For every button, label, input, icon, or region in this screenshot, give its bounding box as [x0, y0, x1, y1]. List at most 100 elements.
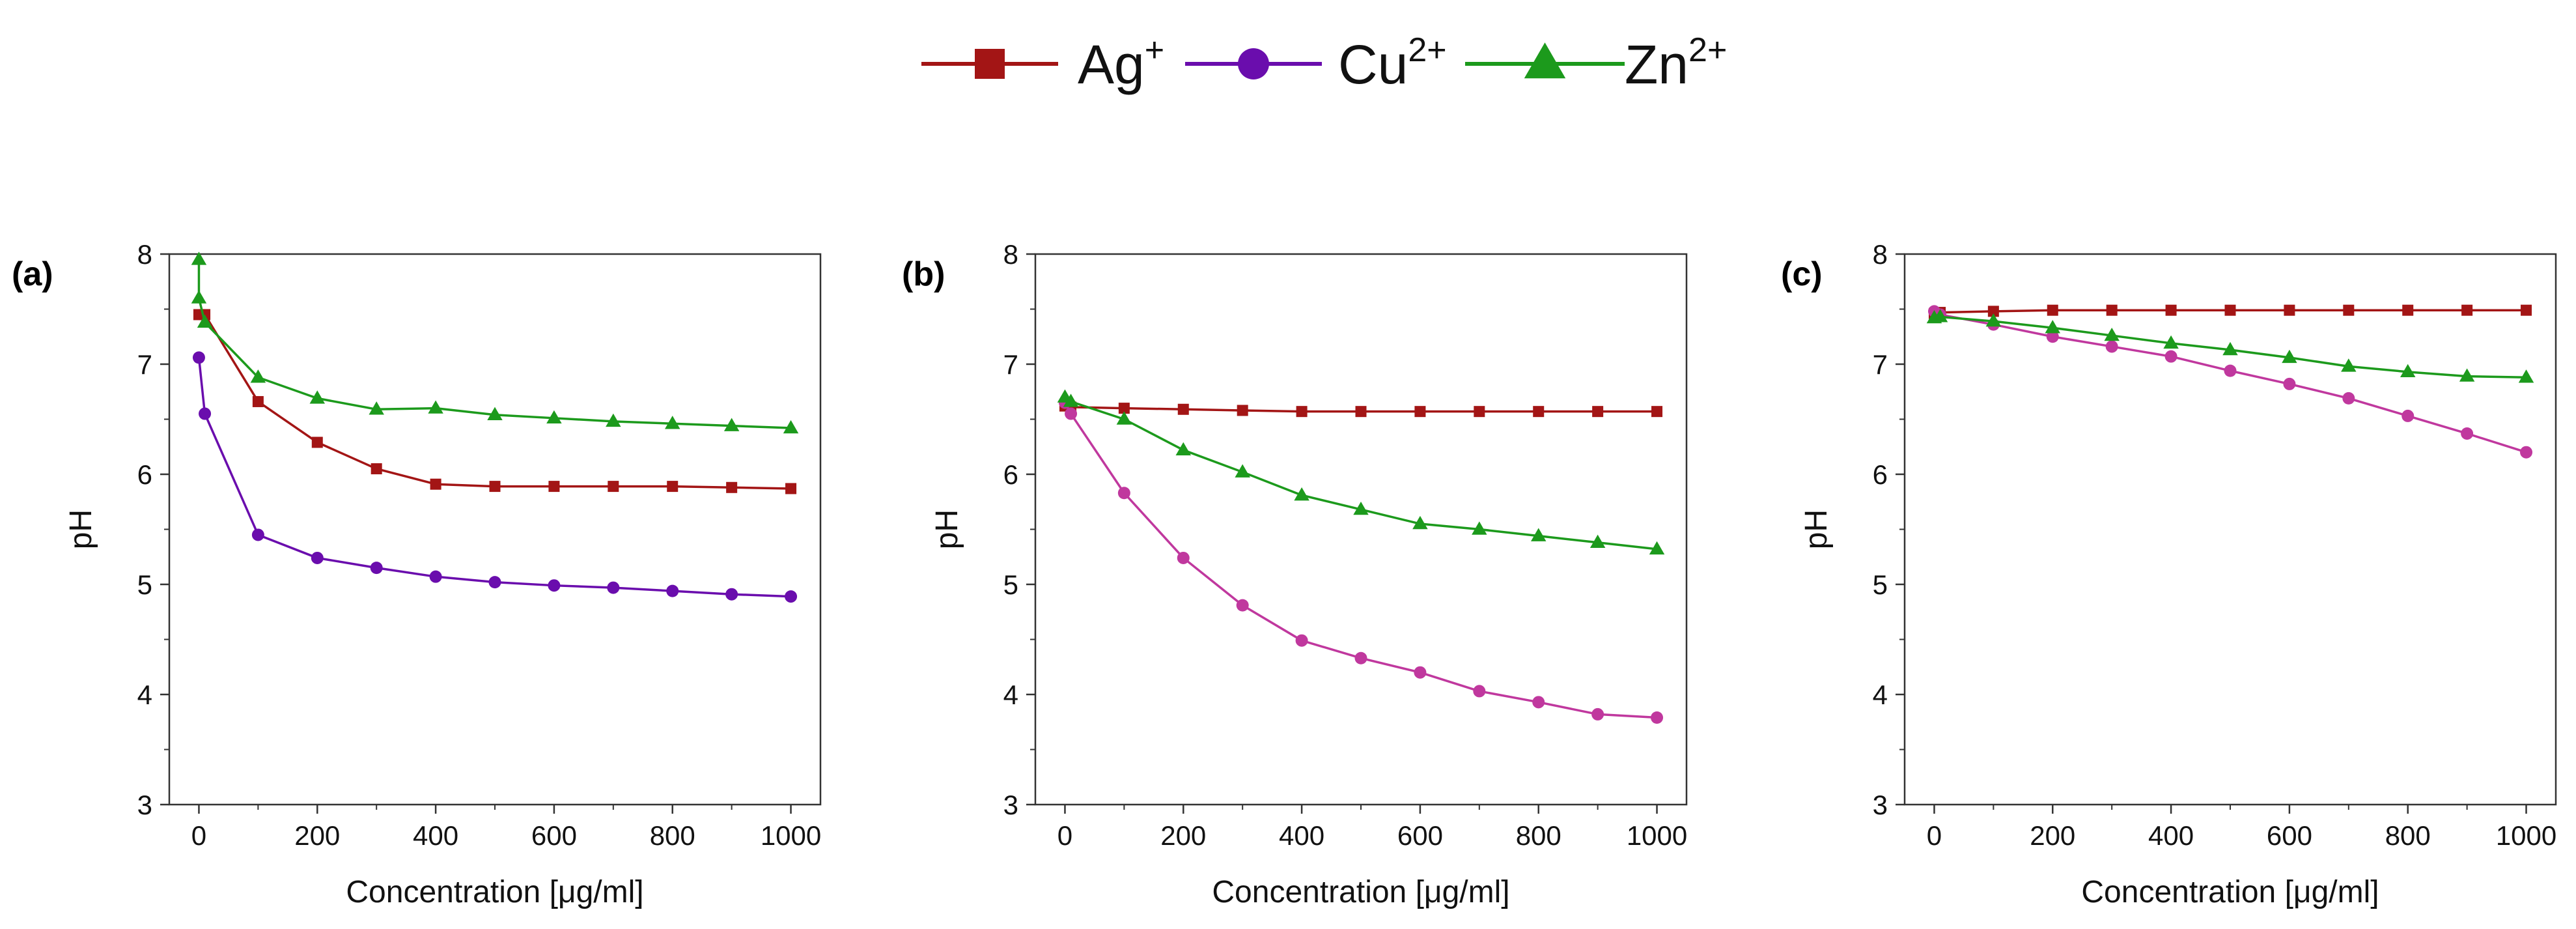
y-tick-label: 5: [1003, 569, 1018, 600]
data-point: [489, 481, 501, 493]
legend-marker-triangle: [1524, 42, 1566, 79]
y-axis-title: pH: [64, 509, 98, 549]
series-line: [1934, 315, 2527, 379]
data-point: [1473, 685, 1486, 698]
x-tick-label: 400: [413, 820, 458, 851]
series-line: [199, 313, 791, 490]
x-tick-label: 600: [2267, 820, 2312, 851]
series-zn2: [191, 251, 799, 434]
data-point: [1987, 306, 1999, 317]
x-axis-title: Concentration [μg/ml]: [2081, 875, 2379, 909]
y-tick-label: 3: [137, 790, 152, 820]
data-point: [2164, 350, 2177, 363]
plot-frame: [168, 253, 822, 806]
x-tick-label: 600: [1397, 820, 1443, 851]
series-ag: [1059, 400, 1663, 418]
panels: (a)0 200 400 600 800 1000345678Concentration …: [12, 239, 2556, 909]
x-axis-title: Concentration [μg/ml]: [1212, 875, 1509, 909]
series-line: [1933, 310, 2527, 453]
y-tick-label: 8: [1003, 239, 1018, 270]
data-point: [1592, 406, 1604, 418]
series-ag: [193, 309, 797, 494]
data-point: [2521, 304, 2532, 316]
plot-frame: [1903, 253, 2557, 806]
data-point: [546, 410, 562, 424]
data-point: [197, 314, 213, 328]
data-point: [2341, 358, 2357, 372]
y-tick-label: 5: [137, 569, 152, 600]
data-point: [1295, 634, 1308, 647]
data-point: [1412, 515, 1428, 530]
data-point: [548, 579, 561, 592]
y-tick-label: 7: [1003, 349, 1018, 380]
data-point: [725, 588, 738, 601]
series-line: [1063, 402, 1657, 719]
data-point: [1063, 393, 1079, 407]
y-axis-title: pH: [1799, 509, 1834, 549]
data-point: [429, 570, 442, 583]
x-tick-label: 0: [1927, 820, 1942, 851]
data-point: [1235, 464, 1250, 478]
data-point: [2459, 368, 2475, 382]
data-point: [1530, 528, 1547, 541]
data-point: [1175, 442, 1192, 456]
data-point: [2402, 304, 2414, 316]
panel-label: (c): [1781, 255, 1823, 293]
y-tick-label: 4: [1873, 679, 1888, 710]
series-cu2: [1058, 396, 1664, 724]
x-tick-label: 800: [650, 820, 695, 851]
data-point: [311, 436, 323, 448]
data-point: [428, 400, 443, 414]
series-cu2: [1927, 305, 2533, 459]
series-line: [1934, 309, 2527, 315]
panel-label: (b): [902, 255, 945, 293]
data-point: [1353, 501, 1369, 515]
legend-label: Ag+: [1078, 31, 1164, 95]
legend-label: Zn2+: [1625, 31, 1727, 95]
data-point: [199, 407, 212, 420]
plot-frame: [1034, 253, 1688, 806]
data-point: [785, 590, 798, 603]
data-point: [2046, 330, 2059, 343]
data-point: [1591, 707, 1604, 721]
data-point: [785, 483, 797, 494]
y-tick-label: 5: [1873, 569, 1888, 600]
data-point: [608, 481, 619, 493]
x-tick-label: 400: [2148, 820, 2194, 851]
x-tick-label: 600: [531, 820, 577, 851]
data-point: [2461, 304, 2473, 316]
legend-item-zn: Zn2+: [1465, 31, 1727, 95]
data-point: [2520, 446, 2533, 459]
series-line: [1064, 396, 1657, 550]
legend-label: Cu2+: [1338, 31, 1447, 95]
data-point: [2284, 304, 2295, 316]
data-point: [1237, 405, 1248, 416]
data-point: [487, 407, 503, 420]
data-point: [2224, 304, 2236, 316]
data-point: [2104, 327, 2120, 341]
data-point: [664, 416, 680, 429]
data-point: [2282, 349, 2297, 364]
data-point: [2343, 304, 2355, 316]
data-point: [488, 576, 501, 589]
legend-label-text: Zn: [1625, 34, 1688, 95]
x-tick-label: 200: [1160, 820, 1206, 851]
data-point: [191, 290, 207, 304]
y-tick-label: 3: [1873, 790, 1888, 820]
x-tick-label: 800: [1516, 820, 1561, 851]
series-cu2: [192, 351, 798, 603]
data-point: [1294, 487, 1309, 501]
series-line: [197, 259, 791, 429]
data-point: [1532, 696, 1545, 709]
data-point: [1651, 406, 1663, 418]
data-point: [2342, 392, 2355, 405]
data-point: [1474, 406, 1485, 418]
x-tick-label: 800: [2385, 820, 2431, 851]
data-point: [726, 481, 738, 493]
data-point: [2401, 409, 2415, 422]
data-point: [606, 413, 621, 427]
legend: Ag+ Cu2+ Zn2+: [921, 31, 1727, 95]
data-point: [2518, 369, 2534, 383]
data-point: [2224, 364, 2237, 377]
panel-c: (c) 0 200 400 600 800 1000 3 4 5 6 7 8 Concentration …: [1781, 239, 2556, 909]
